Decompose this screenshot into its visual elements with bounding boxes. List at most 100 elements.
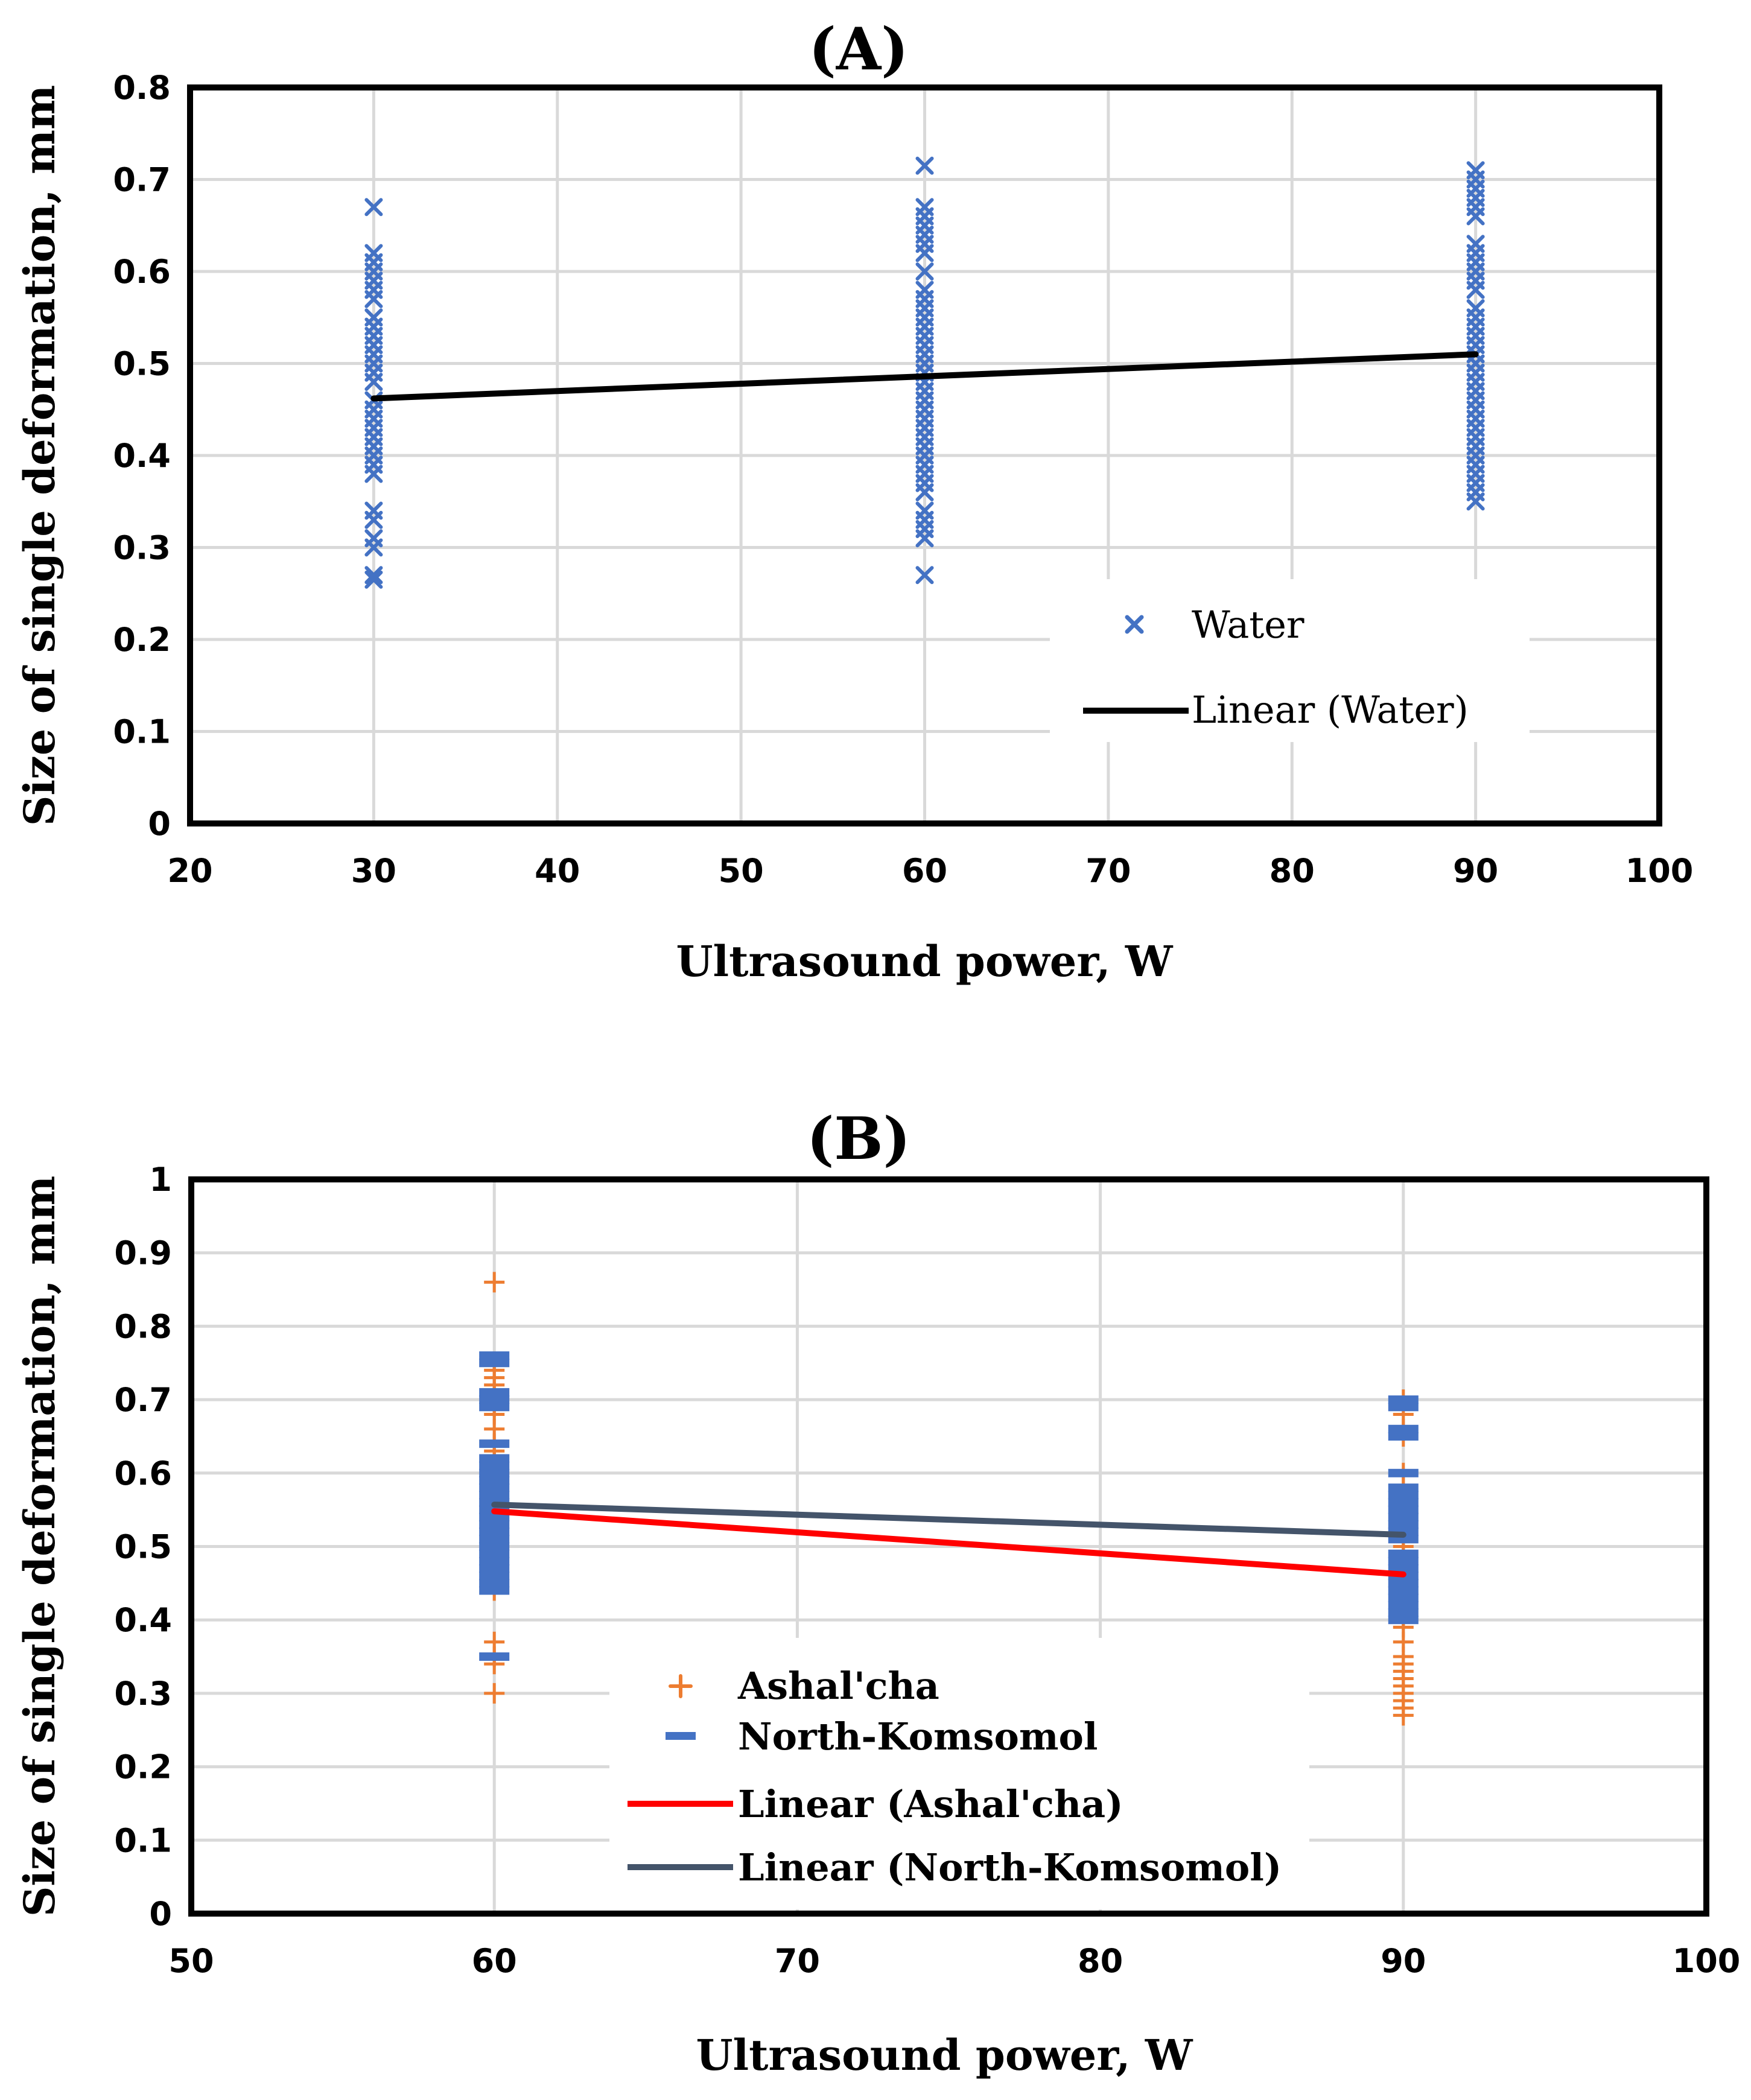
data-point-north-komsomol: [479, 1556, 510, 1565]
x-tick-label: 50: [719, 852, 764, 890]
data-point-water: [364, 198, 383, 217]
data-point-north-komsomol: [479, 1579, 510, 1588]
legend-north-komsomol-marker-icon: [666, 1732, 696, 1740]
data-point-north-komsomol: [1388, 1395, 1419, 1404]
y-tick-label: 0.2: [113, 621, 171, 659]
legend-water-label: Water: [1192, 603, 1305, 647]
chart-panel-a: Water Linear (Water) 0 0.1 0.2 0.3 0.4 0.5 0.6…: [14, 15, 1693, 986]
data-point-north-komsomol: [479, 1468, 510, 1477]
data-point-north-komsomol: [1388, 1586, 1419, 1595]
chart-title-b: (B): [807, 1105, 910, 1173]
chart-panel-b: Ashal'cha North-Komsomol Linear (Ashal'c…: [14, 1105, 1740, 2080]
data-point-north-komsomol: [1388, 1468, 1419, 1477]
data-point-north-komsomol: [479, 1535, 510, 1544]
data-point-north-komsomol: [479, 1461, 510, 1470]
x-tick-label: 80: [1078, 1942, 1123, 1980]
legend-linear-ashalcha-label: Linear (Ashal'cha): [738, 1782, 1123, 1826]
data-point-ashal-cha: [1393, 1705, 1414, 1726]
data-point-north-komsomol: [479, 1564, 510, 1573]
data-point-water: [915, 262, 934, 281]
trendlines-a: [370, 351, 1479, 402]
data-point-north-komsomol: [479, 1520, 510, 1529]
legend-linear-north-komsomol-label: Linear (North-Komsomol): [738, 1845, 1282, 1889]
y-tick-label: 0: [149, 1895, 172, 1933]
data-point-water: [915, 566, 934, 585]
legend-linear-water-label: Linear (Water): [1192, 688, 1469, 732]
data-point-ashal-cha: [484, 1272, 505, 1293]
trendline-linear-north-komsomol: [491, 1502, 1406, 1538]
y-tick-label: 0: [148, 805, 171, 843]
x-axis-label-a: Ultrasound power, W: [676, 936, 1174, 986]
y-tick-label: 0.2: [114, 1748, 172, 1786]
x-tick-label: 40: [535, 852, 580, 890]
data-point-north-komsomol: [479, 1491, 510, 1500]
data-point-north-komsomol: [479, 1359, 510, 1368]
data-point-north-komsomol: [1388, 1593, 1419, 1602]
y-axis-label-b: Size of single deformation, mm: [14, 1176, 65, 1917]
y-tick-label: 1: [149, 1161, 172, 1199]
y-tick-label: 0.1: [114, 1821, 172, 1859]
y-tick-label: 0.6: [113, 253, 171, 291]
x-tick-label: 100: [1625, 852, 1694, 890]
data-point-north-komsomol: [479, 1403, 510, 1412]
y-tick-label: 0.1: [113, 713, 171, 751]
data-point-north-komsomol: [479, 1388, 510, 1397]
x-tick-label: 90: [1453, 852, 1498, 890]
data-point-north-komsomol: [479, 1439, 510, 1448]
y-tick-label: 0.3: [113, 529, 171, 567]
y-tick-label: 0.3: [114, 1675, 172, 1713]
x-tick-label: 50: [168, 1942, 214, 1980]
data-point-water: [364, 373, 383, 391]
legend-background-a: [1050, 579, 1530, 742]
data-point-water: [364, 465, 383, 483]
trendlines-b: [491, 1502, 1406, 1578]
data-point-north-komsomol: [1388, 1549, 1419, 1558]
data-point-north-komsomol: [1388, 1600, 1419, 1610]
y-tick-label: 0.4: [113, 437, 171, 475]
y-tick-label: 0.5: [114, 1528, 172, 1566]
x-tick-labels-a: 20 30 40 50 60 70 80 90 100: [167, 852, 1693, 890]
x-tick-label: 30: [351, 852, 396, 890]
data-point-north-komsomol: [479, 1572, 510, 1581]
legend-ashalcha-label: Ashal'cha: [737, 1664, 939, 1708]
data-point-north-komsomol: [1388, 1512, 1419, 1521]
y-tick-label: 0.4: [114, 1601, 172, 1639]
data-point-north-komsomol: [1388, 1505, 1419, 1514]
data-point-north-komsomol: [1388, 1483, 1419, 1493]
data-point-north-komsomol: [1388, 1403, 1419, 1412]
legend-water-marker-icon: [1125, 615, 1144, 634]
data-point-water: [364, 566, 383, 585]
y-tick-label: 0.7: [113, 161, 171, 199]
data-point-north-komsomol: [1388, 1564, 1419, 1573]
y-tick-label: 0.8: [113, 69, 171, 107]
plot-frame-b: [188, 1176, 1709, 1917]
data-point-north-komsomol: [479, 1476, 510, 1485]
x-tick-label: 100: [1673, 1942, 1741, 1980]
y-tick-label: 0.6: [114, 1454, 172, 1493]
data-point-water: [364, 570, 383, 589]
data-point-north-komsomol: [1388, 1616, 1419, 1625]
data-point-north-komsomol: [1388, 1432, 1419, 1441]
chart-title-a: (A): [809, 15, 908, 83]
data-point-north-komsomol: [1388, 1579, 1419, 1588]
data-point-north-komsomol: [1388, 1424, 1419, 1433]
data-point-north-komsomol: [479, 1652, 510, 1661]
x-tick-label: 70: [1085, 852, 1131, 890]
data-point-north-komsomol: [479, 1586, 510, 1595]
y-tick-label: 0.8: [114, 1307, 172, 1345]
y-tick-labels-a: 0 0.1 0.2 0.3 0.4 0.5 0.6 0.7 0.8: [113, 69, 171, 843]
data-point-north-komsomol: [1388, 1491, 1419, 1500]
data-point-water: [1466, 207, 1485, 226]
legend-b: Ashal'cha North-Komsomol Linear (Ashal'c…: [628, 1664, 1282, 1889]
data-point-north-komsomol: [479, 1542, 510, 1551]
data-point-water: [915, 483, 934, 501]
data-point-water: [364, 510, 383, 529]
data-point-north-komsomol: [479, 1454, 510, 1463]
x-tick-label: 20: [167, 852, 212, 890]
data-point-water: [915, 529, 934, 548]
x-tick-label: 60: [472, 1942, 517, 1980]
trendline-linear-water: [370, 351, 1479, 402]
data-point-water: [1466, 492, 1485, 511]
y-axis-label-a: Size of single deformation, mm: [14, 85, 65, 826]
